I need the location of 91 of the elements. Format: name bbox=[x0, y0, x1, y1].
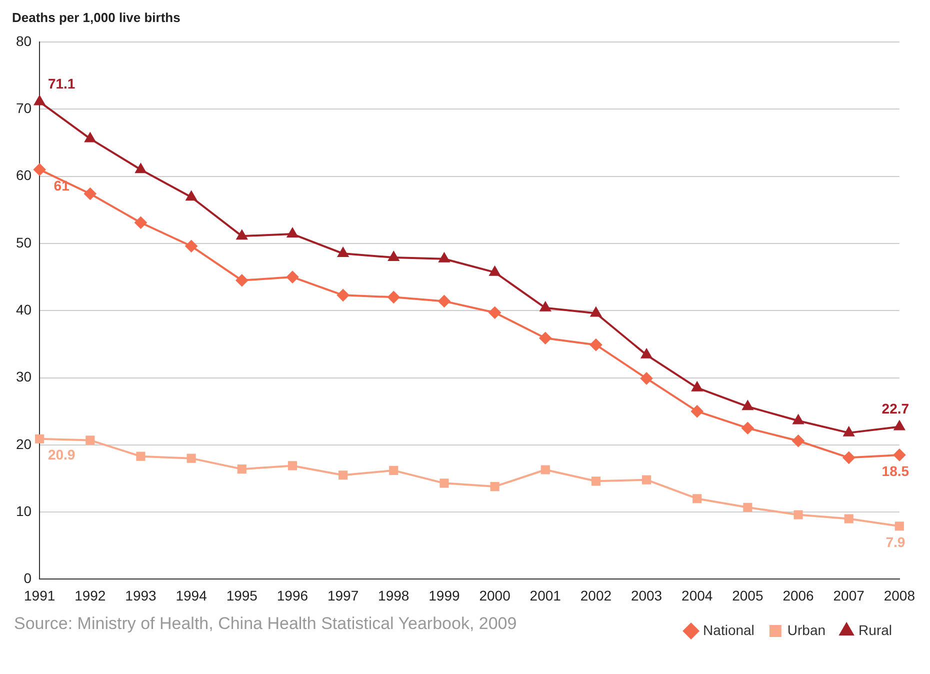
point bbox=[337, 289, 350, 302]
x-tick-label: 1991 bbox=[24, 587, 56, 604]
data-label: 20.9 bbox=[48, 446, 76, 463]
point bbox=[186, 454, 196, 463]
point bbox=[287, 228, 298, 238]
point bbox=[742, 400, 754, 410]
x-tick-label: 1993 bbox=[125, 587, 157, 604]
point bbox=[389, 466, 398, 475]
x-tick-label: 1994 bbox=[176, 587, 208, 604]
point bbox=[237, 464, 246, 474]
x-tick-label: 2001 bbox=[530, 587, 562, 604]
point bbox=[186, 191, 197, 201]
y-tick-label: 80 bbox=[16, 32, 32, 49]
y-tick-label: 50 bbox=[16, 234, 32, 250]
legend-label: National bbox=[703, 622, 754, 638]
legend-label: Rural bbox=[858, 622, 892, 638]
point bbox=[388, 252, 399, 262]
y-tick-label: 60 bbox=[16, 167, 32, 184]
x-tick-label: 2005 bbox=[732, 587, 764, 604]
data-label: 71.1 bbox=[48, 76, 76, 92]
point bbox=[338, 248, 348, 258]
x-tick-label: 1995 bbox=[226, 587, 258, 604]
data-label: 22.7 bbox=[882, 400, 910, 417]
point bbox=[792, 434, 804, 447]
point bbox=[894, 420, 905, 430]
point bbox=[742, 422, 754, 434]
legend-label: Urban bbox=[787, 622, 826, 638]
point bbox=[641, 348, 652, 358]
point bbox=[440, 478, 449, 488]
x-tick-label: 2006 bbox=[782, 587, 814, 604]
point bbox=[135, 164, 146, 174]
point bbox=[540, 302, 551, 312]
point bbox=[286, 271, 298, 284]
point bbox=[894, 522, 904, 531]
point bbox=[692, 494, 702, 504]
point bbox=[691, 405, 704, 418]
x-tick-label: 1998 bbox=[378, 587, 410, 604]
point bbox=[84, 132, 96, 142]
y-tick-label: 40 bbox=[16, 301, 32, 318]
y-tick-label: 0 bbox=[24, 570, 32, 586]
point bbox=[136, 452, 146, 461]
x-tick-label: 2008 bbox=[884, 587, 916, 604]
point bbox=[590, 307, 602, 317]
point bbox=[539, 332, 552, 344]
x-tick-label: 1997 bbox=[327, 587, 359, 604]
point bbox=[488, 306, 501, 319]
point bbox=[844, 514, 854, 524]
point bbox=[185, 240, 198, 252]
y-tick-label: 30 bbox=[16, 368, 32, 385]
point bbox=[134, 216, 147, 229]
point bbox=[792, 414, 804, 424]
x-tick-label: 2007 bbox=[833, 587, 865, 604]
data-label: 7.9 bbox=[886, 534, 906, 550]
point bbox=[84, 188, 96, 200]
y-tick-label: 20 bbox=[16, 436, 32, 452]
y-tick-label: 70 bbox=[16, 100, 32, 116]
x-tick-label: 2004 bbox=[682, 587, 713, 604]
x-tick-label: 1992 bbox=[74, 587, 106, 604]
x-tick-label: 2002 bbox=[580, 587, 612, 604]
point bbox=[743, 502, 752, 512]
point bbox=[236, 274, 248, 286]
point bbox=[490, 482, 500, 492]
source-note: Source: Ministry of Health, China Health Statistical Yearbook, 2009 bbox=[14, 614, 517, 634]
point bbox=[844, 426, 854, 436]
point bbox=[591, 476, 600, 486]
point bbox=[86, 436, 95, 445]
point bbox=[893, 448, 906, 461]
point bbox=[338, 470, 348, 480]
point bbox=[794, 510, 803, 520]
point bbox=[640, 372, 653, 384]
point bbox=[438, 295, 450, 308]
point bbox=[35, 434, 44, 444]
point bbox=[642, 475, 652, 484]
point bbox=[842, 452, 855, 464]
x-tick-label: 1999 bbox=[428, 587, 460, 604]
point bbox=[489, 266, 500, 276]
point bbox=[236, 230, 248, 240]
point bbox=[34, 96, 45, 106]
data-label: 18.5 bbox=[882, 462, 910, 479]
x-tick-label: 1996 bbox=[276, 587, 308, 604]
x-tick-label: 2000 bbox=[479, 587, 511, 604]
point bbox=[540, 465, 550, 474]
point bbox=[288, 461, 298, 470]
y-tick-label: 10 bbox=[16, 502, 32, 519]
x-tick-label: 2003 bbox=[630, 587, 662, 604]
point bbox=[34, 164, 46, 176]
point bbox=[438, 252, 450, 262]
point bbox=[692, 382, 702, 392]
point bbox=[388, 291, 400, 304]
point bbox=[590, 338, 602, 351]
y-axis-title: Deaths per 1,000 live births bbox=[12, 10, 180, 26]
